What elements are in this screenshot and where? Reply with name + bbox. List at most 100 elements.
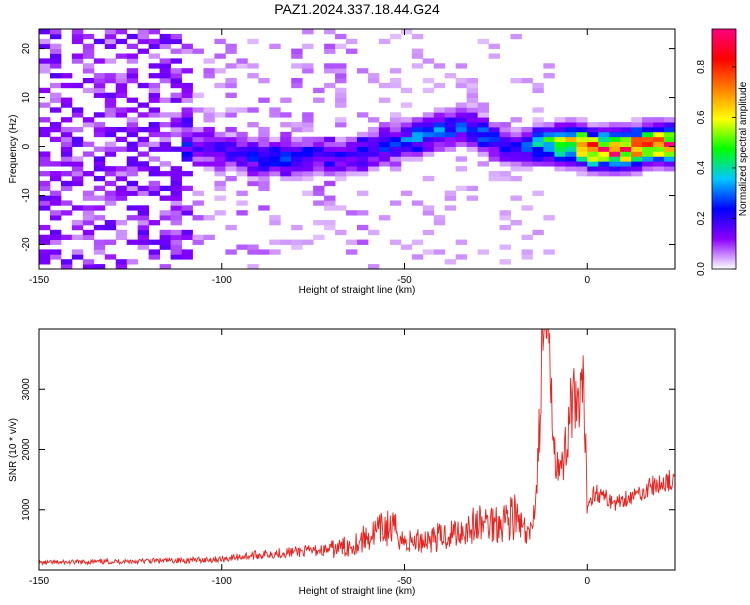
heatmap-cell	[170, 48, 182, 54]
heatmap-cell	[148, 126, 161, 133]
heatmap-cell	[521, 146, 533, 152]
heatmap-cell	[214, 195, 226, 201]
heatmap-cell	[137, 210, 150, 216]
heatmap-cell	[148, 249, 161, 255]
heatmap-cell	[104, 107, 117, 113]
heatmap-cell	[159, 58, 171, 64]
heatmap-cell	[181, 112, 193, 118]
heatmap-cell	[159, 146, 171, 152]
heatmap-cell	[653, 117, 665, 123]
heatmap-cell	[49, 175, 62, 182]
heatmap-cell	[576, 171, 588, 177]
heatmap-cell	[170, 97, 182, 103]
heatmap-cell	[664, 117, 675, 123]
heatmap-cell	[39, 131, 51, 138]
heatmap-cell	[357, 141, 369, 147]
heatmap-cell	[411, 117, 424, 123]
heatmap-cell	[335, 175, 347, 182]
heatmap-cell	[455, 82, 468, 89]
heatmap-cell	[609, 136, 621, 143]
heatmap-cell	[411, 33, 424, 40]
heatmap-cell	[357, 190, 369, 196]
heatmap-cell	[291, 146, 303, 152]
heatmap-cell	[104, 77, 117, 84]
heatmap-cell	[115, 264, 128, 269]
heatmap-cell	[477, 38, 489, 45]
heatmap-cell	[532, 161, 544, 167]
heatmap-cell	[148, 141, 161, 147]
heatmap-cell	[466, 146, 479, 152]
heatmap-cell	[554, 126, 566, 133]
heatmap-cell	[433, 215, 446, 221]
heatmap-cell	[203, 73, 215, 79]
heatmap-cell	[565, 166, 577, 172]
heatmap-cell	[203, 58, 215, 64]
heatmap-cell	[664, 131, 675, 138]
heatmap-cell	[39, 126, 51, 133]
heatmap-cell	[49, 200, 62, 206]
heatmap-cell	[324, 63, 336, 69]
heatmap-cell	[60, 161, 73, 167]
heatmap-cell	[444, 117, 457, 123]
heatmap-cell	[543, 215, 555, 221]
heatmap-cell	[181, 107, 193, 113]
heatmap-cell	[115, 175, 128, 182]
heatmap-cell	[324, 180, 336, 187]
heatmap-cell	[49, 43, 62, 49]
heatmap-cell	[82, 195, 95, 201]
heatmap-cell	[291, 239, 303, 245]
heatmap-cell	[565, 117, 577, 123]
heatmap-cell	[664, 122, 675, 128]
heatmap-cell	[60, 259, 73, 265]
heatmap-cell	[422, 249, 435, 255]
heatmap-cell	[565, 141, 577, 147]
y-tick-label: 2000	[21, 438, 32, 461]
heatmap-cell	[444, 195, 457, 201]
heatmap-cell	[488, 151, 500, 157]
heatmap-cell	[49, 210, 62, 216]
heatmap-cell	[39, 234, 51, 241]
heatmap-cell	[313, 185, 325, 192]
heatmap-cell	[367, 161, 380, 167]
heatmap-cell	[126, 205, 139, 211]
heatmap-cell	[389, 156, 402, 162]
heatmap-cell	[192, 136, 204, 143]
heatmap-cell	[357, 68, 369, 74]
heatmap-cell	[148, 53, 161, 59]
heatmap-cell	[313, 220, 325, 226]
heatmap-cell	[49, 48, 62, 54]
heatmap-cell	[93, 249, 106, 255]
heatmap-cell	[236, 141, 248, 147]
heatmap-cell	[335, 43, 347, 49]
heatmap-cell	[313, 171, 325, 177]
heatmap-cell	[367, 126, 380, 133]
heatmap-cell	[302, 151, 314, 157]
heatmap-cell	[510, 146, 522, 152]
heatmap-cell	[148, 239, 161, 245]
heatmap-cell	[346, 146, 358, 152]
heatmap-cell	[181, 156, 193, 162]
heatmap-cell	[203, 166, 215, 172]
heatmap-cell	[324, 29, 336, 35]
heatmap-cell	[214, 131, 226, 138]
heatmap-cell	[576, 117, 588, 123]
heatmap-cell	[411, 239, 424, 245]
heatmap-cell	[115, 166, 128, 172]
heatmap-cell	[214, 38, 226, 45]
heatmap-cell	[422, 151, 435, 157]
heatmap-cell	[137, 38, 150, 45]
heatmap-cell	[170, 195, 182, 201]
heatmap-cell	[60, 97, 73, 103]
heatmap-cell	[313, 200, 325, 206]
heatmap-cell	[115, 92, 128, 98]
snr-x-ticks: -150 -100 -50 0	[29, 329, 590, 587]
y-tick-label: 20	[21, 43, 32, 55]
heatmap-cell	[159, 112, 171, 118]
heatmap-cell	[214, 53, 226, 59]
heatmap-cell	[269, 43, 281, 49]
heatmap-cell	[49, 58, 62, 64]
heatmap-cell	[93, 224, 106, 231]
heatmap-cell	[192, 126, 204, 133]
heatmap-cell	[521, 151, 533, 157]
heatmap-cell	[126, 131, 139, 138]
